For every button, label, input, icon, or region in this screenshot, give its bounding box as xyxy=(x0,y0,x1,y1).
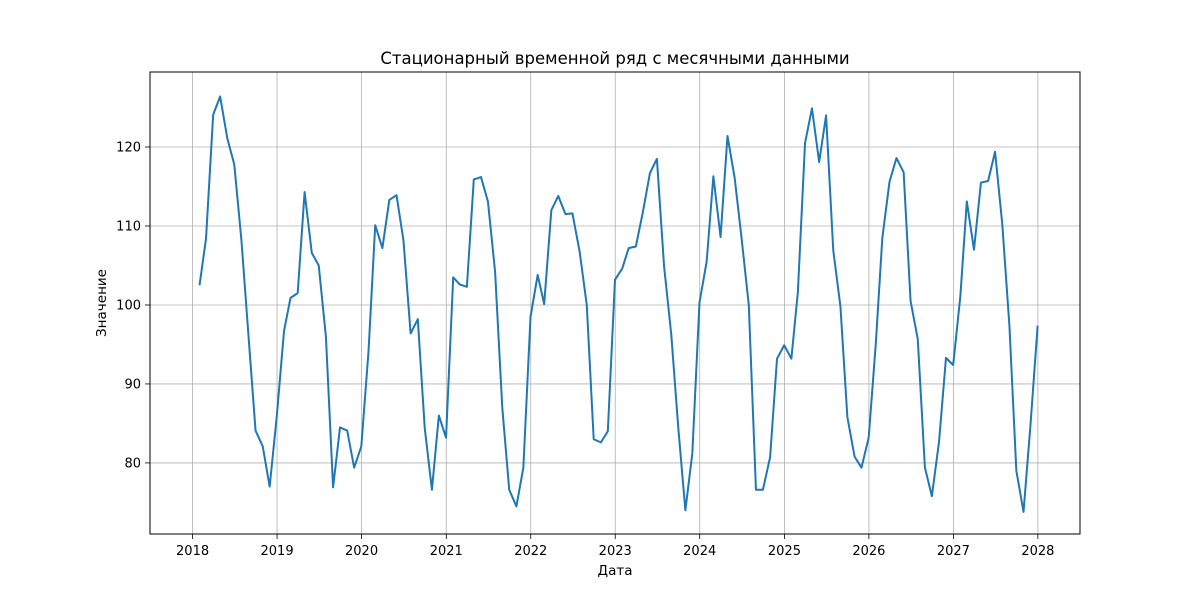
chart-title: Стационарный временной ряд с месячными д… xyxy=(380,49,849,68)
x-axis-label: Дата xyxy=(598,563,633,579)
y-tick-label: 120 xyxy=(116,141,141,156)
y-axis-label: Значение xyxy=(94,269,110,337)
x-tick-label: 2020 xyxy=(345,544,378,559)
series-line xyxy=(198,95,1039,513)
series-layer xyxy=(198,95,1039,513)
x-tick-label: 2021 xyxy=(430,544,463,559)
grid xyxy=(150,72,1080,534)
x-tick-label: 2026 xyxy=(852,544,885,559)
y-tick-label: 110 xyxy=(116,220,141,235)
x-tick-label: 2023 xyxy=(599,544,632,559)
x-tick-label: 2018 xyxy=(176,544,209,559)
x-tick-label: 2024 xyxy=(683,544,716,559)
x-tick-label: 2027 xyxy=(937,544,970,559)
x-tick-label: 2022 xyxy=(514,544,547,559)
x-tick-label: 2028 xyxy=(1021,544,1054,559)
y-tick-label: 80 xyxy=(124,456,141,471)
x-tick-label: 2019 xyxy=(261,544,294,559)
x-tick-label: 2025 xyxy=(768,544,801,559)
y-tick-label: 100 xyxy=(116,298,141,313)
ticks: 2018 2019 2020 2021 2022 2023 2024 2025 2026 2027… xyxy=(116,141,1054,559)
y-tick-label: 90 xyxy=(124,377,141,392)
